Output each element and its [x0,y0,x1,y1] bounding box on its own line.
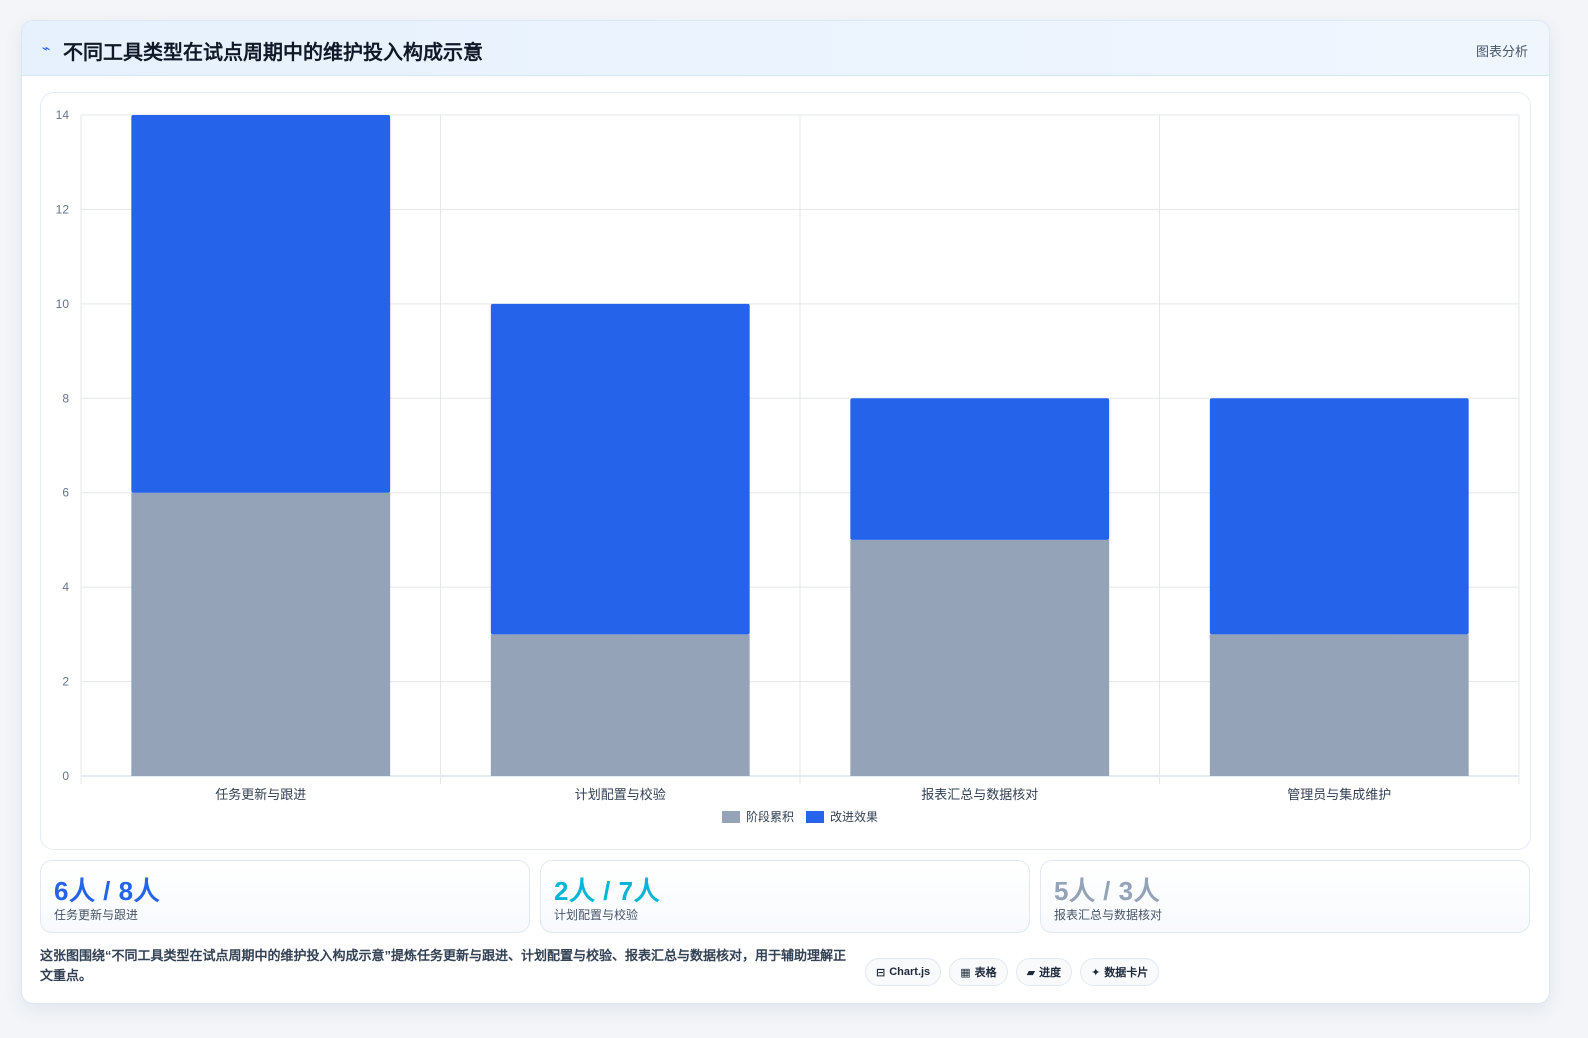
y-tick-label: 12 [56,202,70,216]
kpi-value: 5人 / 3人 [1054,876,1161,906]
y-tick-label: 0 [62,769,69,783]
chip-chartjs[interactable]: ⊟ Chart.js [865,958,942,986]
y-tick-label: 14 [56,108,70,122]
chart-container: 0 2 4 6 8 10 12 14 任务更新与跟进 计划配置与校验 报表汇总与数据核对 管理员与集成… [40,92,1531,850]
kpi-card: 6人 / 8人 任务更新与跟进 [40,860,530,933]
page-title: 不同工具类型在试点周期中的维护投入构成示意 [63,42,483,64]
table-icon: ▦ [960,966,971,979]
chip-label: 数据卡片 [1104,967,1149,979]
legend-label: 阶段累积 [746,809,794,824]
bar-segment [490,303,750,635]
chart-card: ⌁ 不同工具类型在试点周期中的维护投入构成示意 图表分析 0 2 4 6 8 10 12 14… [21,20,1550,1004]
chip-label: 表格 [974,967,997,979]
kpi-card: 2人 / 7人 计划配置与校验 [540,860,1030,933]
stacked-bar-chart: 0 2 4 6 8 10 12 14 任务更新与跟进 计划配置与校验 报表汇总与数据核对 管理员与集成… [56,108,1520,824]
x-tick-label: 任务更新与跟进 [215,787,306,802]
data-card-icon: ✦ [1091,966,1101,979]
progress-icon: ▰ [1026,966,1036,979]
y-tick-label: 2 [62,675,69,689]
y-tick-label: 6 [62,486,69,500]
legend-swatch [722,811,740,823]
bar-segment [1209,634,1469,776]
bar-segment [1209,398,1469,635]
header-tag[interactable]: 图表分析 [1475,44,1528,59]
kpi-label: 报表汇总与数据核对 [1054,908,1163,922]
y-tick-label: 8 [62,391,69,405]
y-tick-label: 10 [56,297,70,311]
legend-label: 改进效果 [830,809,878,824]
chart-caption: 这张图围绕“不同工具类型在试点周期中的维护投入构成示意”提炼任务更新与跟进、计划… [40,948,847,983]
chip-progress[interactable]: ▰ 进度 [1015,958,1073,986]
chip-label: Chart.js [889,966,931,978]
bar-segment [490,634,750,776]
bar-segment [850,539,1110,776]
chart-icon: ⊟ [876,966,886,979]
bar-segment [131,492,391,776]
x-tick-label: 报表汇总与数据核对 [921,787,1038,802]
kpi-label: 计划配置与校验 [554,908,639,922]
kpi-card: 5人 / 3人 报表汇总与数据核对 [1040,860,1530,933]
chart-line-icon: ⌁ [42,40,51,56]
chip-list: ⊟ Chart.js ▦ 表格 ▰ 进度 ✦ 数据卡片 [865,958,1160,986]
x-tick-label: 管理员与集成维护 [1287,787,1391,802]
kpi-value: 6人 / 8人 [54,876,161,906]
y-tick-label: 4 [62,580,69,594]
bar-segment [850,398,1110,540]
bar-segment [131,115,391,493]
chip-data-card[interactable]: ✦ 数据卡片 [1080,958,1160,986]
card-header: ⌁ 不同工具类型在试点周期中的维护投入构成示意 图表分析 [22,21,1549,76]
chip-label: 进度 [1039,967,1062,979]
x-tick-label: 计划配置与校验 [575,787,666,802]
legend-swatch [806,811,824,823]
chip-table[interactable]: ▦ 表格 [949,958,1008,986]
kpi-label: 任务更新与跟进 [54,908,139,922]
kpi-value: 2人 / 7人 [554,876,661,906]
